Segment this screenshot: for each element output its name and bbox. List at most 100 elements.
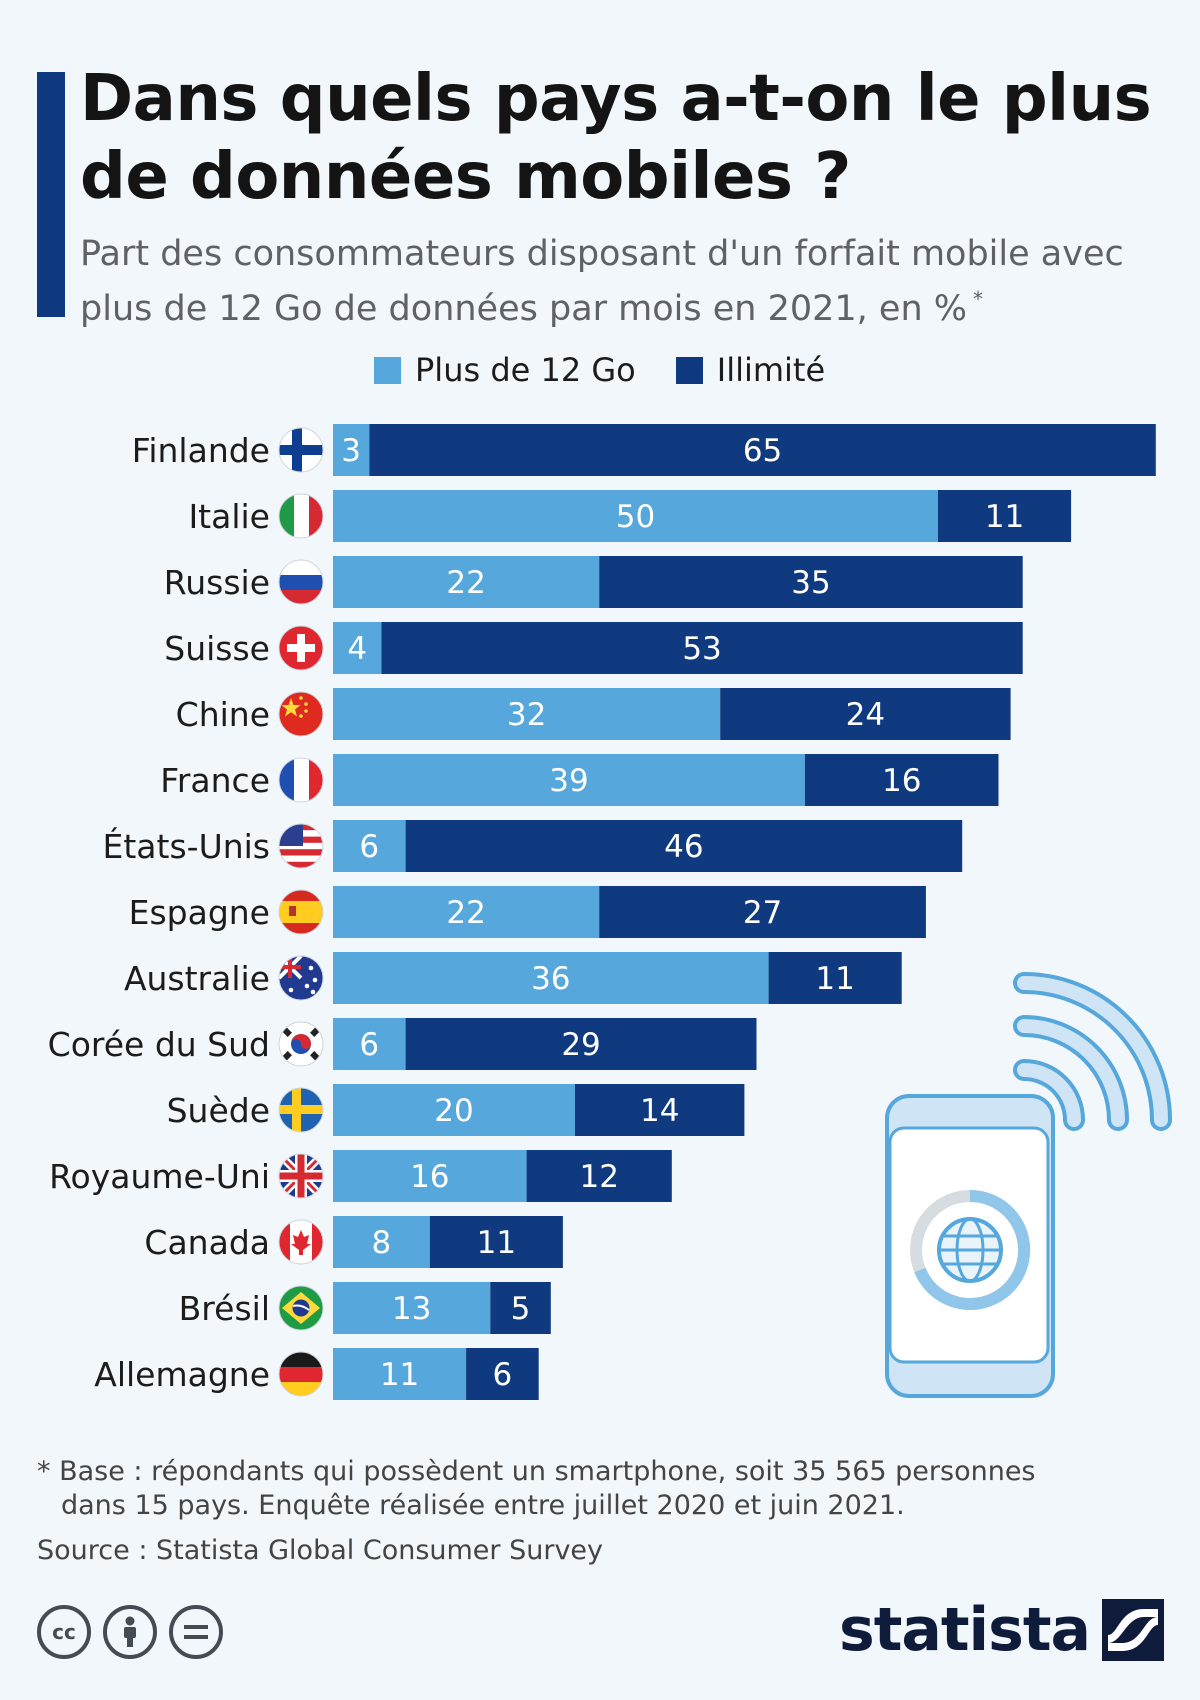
bar-plus-12go-espagne <box>333 886 600 938</box>
value-label-illimite-france: 16 <box>882 763 921 799</box>
flag-finland-icon <box>278 427 324 473</box>
footnote-line-1: * Base : répondants qui possèdent un sma… <box>37 1456 1036 1487</box>
bar-illimite-australie <box>768 952 902 1004</box>
legend-swatch-plus-12go <box>374 356 401 384</box>
phone-illustration-icon <box>885 972 1172 1398</box>
bar-plus-12go-australie <box>333 952 769 1004</box>
bar-illimite-canada <box>429 1216 563 1268</box>
legend-label-plus-12go: Plus de 12 Go <box>415 351 636 389</box>
creative-commons-icon[interactable]: cc <box>37 1605 91 1659</box>
flag-china-icon <box>278 691 324 737</box>
bar-plus-12go-suisse <box>333 622 382 674</box>
category-label-allemagne: Allemagne <box>94 1355 270 1394</box>
bar-plus-12go-france <box>333 754 805 806</box>
category-label-suede: Suède <box>167 1091 270 1130</box>
category-label-canada: Canada <box>144 1223 270 1262</box>
value-label-plus-12go-italie: 50 <box>616 499 655 535</box>
category-label-suisse: Suisse <box>164 629 270 668</box>
legend-label-illimite: Illimité <box>716 351 826 389</box>
category-label-etats-unis: États-Unis <box>103 826 270 866</box>
flag-switzerland-icon <box>278 625 324 671</box>
flag-russia-icon <box>278 559 324 605</box>
category-label-france: France <box>160 761 270 800</box>
subtitle-footnote-mark: * <box>973 287 984 311</box>
flag-australia-icon <box>278 955 324 1001</box>
value-label-plus-12go-chine: 32 <box>507 697 546 733</box>
statista-logo[interactable]: statista <box>839 1595 1164 1665</box>
bar-plus-12go-allemagne <box>333 1348 467 1400</box>
category-label-coree-du-sud: Corée du Sud <box>48 1025 270 1064</box>
bar-illimite-etats-unis <box>405 820 963 872</box>
bar-illimite-finlande <box>369 424 1156 476</box>
bar-illimite-coree-du-sud <box>405 1018 757 1070</box>
bar-illimite-france <box>804 754 999 806</box>
category-label-bresil: Brésil <box>179 1289 270 1328</box>
flag-sweden-icon <box>278 1087 324 1133</box>
value-label-plus-12go-australie: 36 <box>531 961 570 997</box>
category-label-finlande: Finlande <box>132 431 270 470</box>
bar-plus-12go-etats-unis <box>333 820 406 872</box>
category-label-italie: Italie <box>188 497 270 536</box>
bar-illimite-allemagne <box>466 1348 539 1400</box>
bar-plus-12go-coree-du-sud <box>333 1018 406 1070</box>
flag-italy-icon <box>278 493 324 539</box>
no-derivatives-icon[interactable] <box>169 1605 223 1659</box>
flag-canada-icon <box>278 1219 324 1265</box>
flag-uk-icon <box>278 1153 324 1199</box>
license-icons: cc <box>37 1605 235 1659</box>
flag-france-icon <box>278 757 324 803</box>
source-text: Source : Statista Global Consumer Survey <box>37 1535 604 1566</box>
statista-logo-icon <box>1102 1599 1164 1661</box>
value-label-illimite-chine: 24 <box>846 697 885 733</box>
bar-plus-12go-chine <box>333 688 721 740</box>
value-label-illimite-royaume-uni: 12 <box>579 1159 618 1195</box>
value-label-plus-12go-royaume-uni: 16 <box>410 1159 449 1195</box>
chart-title: Dans quels pays a-t-on le plus de donnée… <box>80 62 1152 214</box>
footnote: * Base : répondants qui possèdent un sma… <box>37 1455 1157 1523</box>
bar-illimite-royaume-uni <box>526 1150 672 1202</box>
value-label-plus-12go-espagne: 22 <box>446 895 485 931</box>
bar-illimite-suisse <box>381 622 1023 674</box>
value-label-plus-12go-france: 39 <box>549 763 588 799</box>
bar-plus-12go-italie <box>333 490 938 542</box>
bar-illimite-suede <box>575 1084 745 1136</box>
value-label-illimite-allemagne: 6 <box>493 1357 513 1393</box>
category-label-espagne: Espagne <box>129 893 270 932</box>
value-label-illimite-bresil: 5 <box>511 1291 531 1327</box>
value-label-plus-12go-bresil: 13 <box>392 1291 431 1327</box>
value-label-plus-12go-coree-du-sud: 6 <box>359 1027 379 1063</box>
attribution-icon[interactable] <box>103 1605 157 1659</box>
value-label-illimite-canada: 11 <box>477 1225 516 1261</box>
category-label-chine: Chine <box>176 695 270 734</box>
bar-plus-12go-royaume-uni <box>333 1150 527 1202</box>
flag-south-korea-icon <box>278 1021 324 1067</box>
value-label-illimite-etats-unis: 46 <box>664 829 703 865</box>
chart-subtitle: Part des consommateurs disposant d'un fo… <box>80 232 1180 332</box>
value-label-plus-12go-allemagne: 11 <box>380 1357 419 1393</box>
bar-illimite-italie <box>938 490 1072 542</box>
value-label-illimite-italie: 11 <box>985 499 1024 535</box>
subtitle-text: Part des consommateurs disposant d'un fo… <box>80 234 1124 329</box>
value-label-illimite-coree-du-sud: 29 <box>561 1027 600 1063</box>
bar-illimite-bresil <box>490 1282 551 1334</box>
legend-swatch-illimite <box>675 356 703 384</box>
bar-illimite-russie <box>599 556 1023 608</box>
value-label-plus-12go-finlande: 3 <box>341 433 361 469</box>
value-label-plus-12go-suisse: 4 <box>347 631 367 667</box>
bar-illimite-espagne <box>599 886 926 938</box>
flag-spain-icon <box>278 889 324 935</box>
value-label-plus-12go-russie: 22 <box>446 565 485 601</box>
value-label-plus-12go-etats-unis: 6 <box>359 829 379 865</box>
category-label-royaume-uni: Royaume-Uni <box>49 1157 270 1196</box>
legend-item-plus-12go: Plus de 12 Go <box>374 351 636 389</box>
brand-name: statista <box>838 1595 1091 1665</box>
category-label-australie: Australie <box>124 959 270 998</box>
value-label-illimite-suisse: 53 <box>682 631 721 667</box>
value-label-illimite-australie: 11 <box>815 961 854 997</box>
bar-plus-12go-suede <box>333 1084 575 1136</box>
bar-plus-12go-canada <box>333 1216 430 1268</box>
legend-item-illimite: Illimité <box>675 351 826 389</box>
bar-illimite-chine <box>720 688 1011 740</box>
value-label-illimite-espagne: 27 <box>743 895 782 931</box>
